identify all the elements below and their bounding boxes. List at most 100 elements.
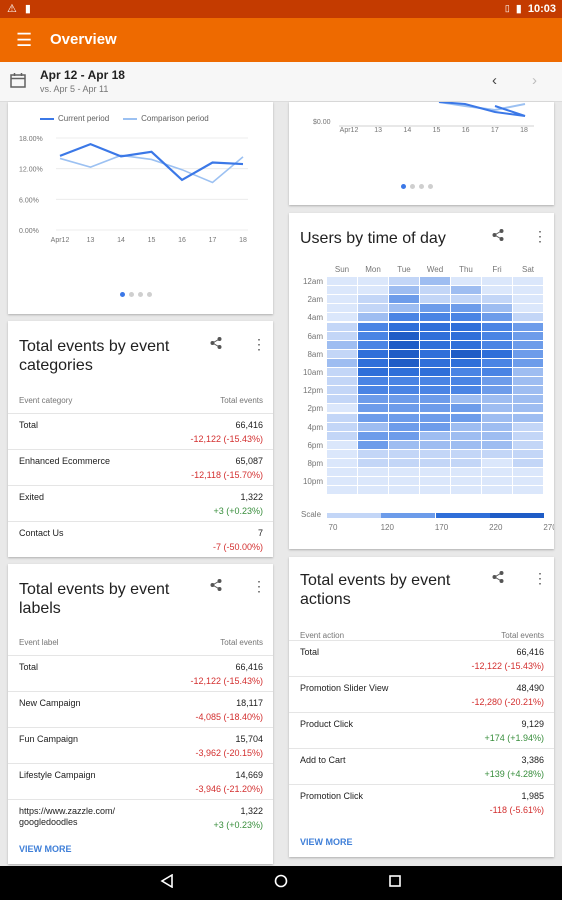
heatmap-cell: [513, 459, 543, 468]
row-label: Promotion Slider View: [300, 683, 389, 693]
share-icon[interactable]: [210, 579, 222, 594]
pager-dot[interactable]: [147, 292, 152, 297]
table-row[interactable]: Total 66,416 -12,122 (-15.43%): [8, 655, 273, 691]
table-row[interactable]: Lifestyle Campaign 14,669 -3,946 (-21.20%): [8, 763, 273, 799]
pager-dot[interactable]: [120, 292, 125, 297]
more-options-icon[interactable]: ⋮: [252, 336, 266, 352]
heatmap-cell: [451, 286, 481, 295]
home-icon[interactable]: [274, 874, 288, 891]
row-change: +3 (+0.23%): [213, 506, 263, 516]
heatmap-cell: [358, 431, 388, 440]
heatmap-cell: [420, 468, 450, 477]
scale-tick: 220: [489, 523, 503, 532]
hour-label: 10pm: [302, 477, 323, 487]
menu-icon[interactable]: ☰: [16, 30, 33, 50]
heatmap-cell: [420, 358, 450, 367]
heatmap-cell: [482, 331, 512, 340]
more-options-icon[interactable]: ⋮: [533, 570, 547, 586]
hour-label: 8pm: [307, 459, 323, 468]
pager-dot[interactable]: [410, 184, 415, 189]
heatmap-cell: [420, 377, 450, 386]
calendar-icon[interactable]: [10, 72, 28, 90]
heatmap-cell: [513, 340, 543, 349]
heatmap-cell: [389, 277, 419, 286]
row-value: 1,322: [240, 806, 263, 816]
card-title: Total events by event labels: [19, 581, 170, 617]
x-tick-label: 18: [239, 237, 247, 244]
share-icon[interactable]: [492, 229, 504, 244]
share-icon[interactable]: [492, 571, 504, 586]
share-icon[interactable]: [210, 337, 222, 352]
carousel-pager[interactable]: [120, 292, 152, 297]
row-change: -3,962 (-20.15%): [195, 748, 263, 758]
chevron-left-icon[interactable]: ‹: [492, 72, 497, 89]
heatmap-cell: [327, 386, 357, 395]
scale-tick: 70: [328, 523, 338, 532]
heatmap-cell: [482, 477, 512, 486]
carousel-pager[interactable]: [401, 184, 433, 189]
table-row[interactable]: Exited 1,322 +3 (+0.23%): [8, 485, 273, 521]
table-row[interactable]: Total 66,416 -12,122 (-15.43%): [289, 640, 554, 676]
line-chart-card: Current period Comparison period 18.00% 1…: [8, 102, 273, 314]
recents-icon[interactable]: [388, 874, 402, 891]
view-more-link[interactable]: VIEW MORE: [300, 837, 353, 847]
heatmap-cell: [451, 449, 481, 458]
heatmap-cell: [389, 459, 419, 468]
row-value: 18,117: [236, 698, 263, 708]
table-row[interactable]: https://www.zazzle.com/ googledoodles 1,3…: [8, 799, 273, 835]
heatmap-cell: [389, 349, 419, 358]
row-change: +139 (+4.28%): [484, 769, 544, 779]
heatmap-cell: [451, 413, 481, 422]
heatmap-cell: [389, 477, 419, 486]
more-options-icon[interactable]: ⋮: [533, 228, 547, 244]
view-more-link[interactable]: VIEW MORE: [19, 844, 72, 854]
legend-comparison: Comparison period: [141, 114, 209, 123]
table-row[interactable]: New Campaign 18,117 -4,085 (-18.40%): [8, 691, 273, 727]
back-icon[interactable]: [160, 873, 174, 891]
heatmap-cell: [358, 440, 388, 449]
heatmap-cell: [420, 349, 450, 358]
revenue-chart-card: $0.00 Apr12 13 14 15 16 17 18: [289, 102, 554, 205]
pager-dot[interactable]: [428, 184, 433, 189]
pager-dot[interactable]: [129, 292, 134, 297]
heatmap-cell: [389, 449, 419, 458]
row-label: Total: [300, 647, 320, 657]
heatmap-cell: [482, 349, 512, 358]
table-row[interactable]: Total 66,416 -12,122 (-15.43%): [8, 413, 273, 449]
heatmap-cell: [327, 404, 357, 413]
scale-segment: [327, 513, 381, 518]
scale-label: Scale: [301, 510, 322, 519]
table-row[interactable]: Contact Us 7 -7 (-50.00%): [8, 521, 273, 557]
x-tick-label: 17: [490, 127, 499, 134]
heatmap-cell: [513, 358, 543, 367]
table-row[interactable]: Product Click 9,129 +174 (+1.94%): [289, 712, 554, 748]
row-change: -12,118 (-15.70%): [191, 470, 263, 480]
pager-dot[interactable]: [401, 184, 406, 189]
chevron-right-icon[interactable]: ›: [532, 72, 537, 89]
heatmap-cell: [327, 349, 357, 358]
pager-dot[interactable]: [138, 292, 143, 297]
pager-dot[interactable]: [419, 184, 424, 189]
heatmap-cell: [420, 459, 450, 468]
table-row[interactable]: Promotion Click 1,985 -118 (-5.61%): [289, 784, 554, 820]
more-options-icon[interactable]: ⋮: [252, 578, 266, 594]
table-row[interactable]: Promotion Slider View 48,490 -12,280 (-20.…: [289, 676, 554, 712]
date-range-bar[interactable]: Apr 12 - Apr 18 vs. Apr 5 - Apr 11 ‹ ›: [0, 62, 562, 102]
heatmap-cell: [482, 313, 512, 322]
table-row[interactable]: Fun Campaign 15,704 -3,962 (-20.15%): [8, 727, 273, 763]
heatmap-cell: [513, 295, 543, 304]
series-line: [59, 154, 244, 184]
legend-swatch-current: [40, 117, 54, 120]
heatmap-cell: [420, 486, 450, 495]
x-tick-label: Apr12: [339, 127, 359, 134]
hour-label: 2pm: [307, 404, 323, 414]
scale-ticks: 70 120 170 220 270: [289, 523, 554, 533]
table-row[interactable]: Add to Cart 3,386 +139 (+4.28%): [289, 748, 554, 784]
hour-label: 2am: [307, 295, 323, 305]
row-value: 15,704: [235, 734, 263, 744]
heatmap-cell: [327, 431, 357, 440]
users-by-time-card: Users by time of day ⋮ Sun Mon Tue Wed Thu Fr…: [289, 213, 554, 549]
table-row[interactable]: Enhanced Ecommerce 65,087 -12,118 (-15.70%…: [8, 449, 273, 485]
row-label: Fun Campaign: [19, 734, 79, 744]
date-range[interactable]: Apr 12 - Apr 18: [40, 68, 125, 82]
